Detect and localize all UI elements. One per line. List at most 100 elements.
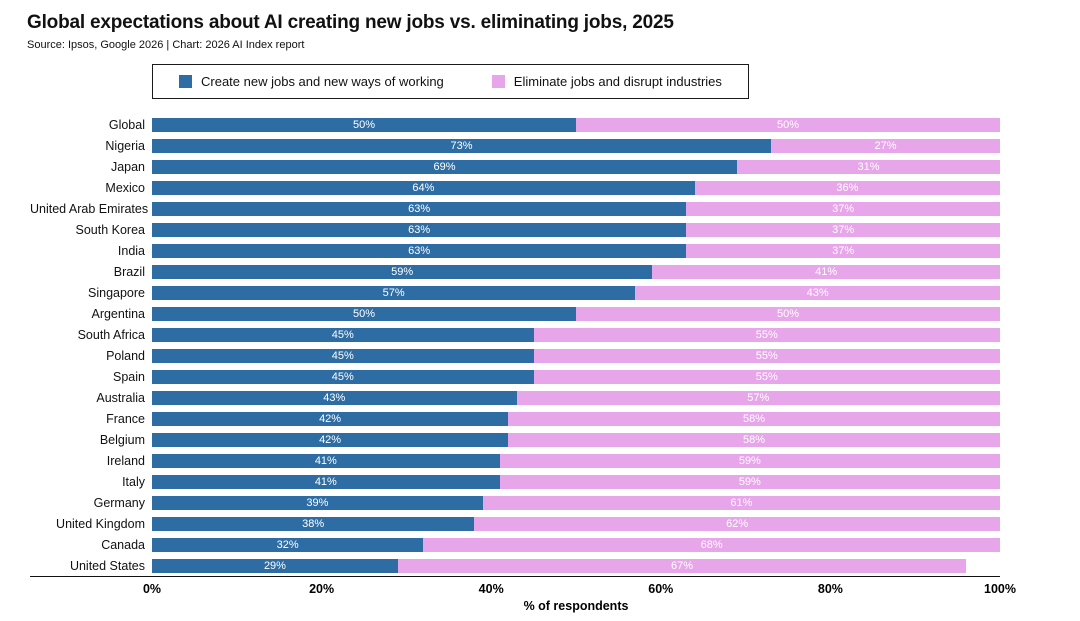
chart-row: United Arab Emirates 63% 37% — [30, 198, 1000, 219]
bar-value-label: 59% — [738, 475, 761, 488]
chart-row: Nigeria 73% 27% — [30, 135, 1000, 156]
bar-segment: 50% — [152, 306, 576, 321]
bar-track: 42% 58% — [152, 432, 1000, 447]
bar-segment: 43% — [635, 285, 1000, 300]
bar-segment: 73% — [152, 138, 772, 153]
bar-track: 39% 61% — [152, 495, 1000, 510]
chart-row: Ireland 41% 59% — [30, 450, 1000, 471]
bar-segment: 41% — [152, 474, 500, 489]
bar-segment: 41% — [652, 264, 1000, 279]
chart-row: Belgium 42% 58% — [30, 429, 1000, 450]
legend: Create new jobs and new ways of working … — [152, 64, 749, 99]
bar-segment: 57% — [516, 390, 1000, 405]
bar-value-label: 39% — [306, 496, 329, 509]
bar-segment: 63% — [152, 222, 687, 237]
chart-row: Germany 39% 61% — [30, 492, 1000, 513]
chart-row: Spain 45% 55% — [30, 366, 1000, 387]
bar-segment: 55% — [533, 369, 1000, 384]
bar-segment: 32% — [152, 537, 424, 552]
category-label: Ireland — [106, 453, 145, 468]
bar-segment: 63% — [152, 201, 687, 216]
page-title: Global expectations about AI creating ne… — [27, 12, 674, 33]
bar-value-label: 55% — [755, 328, 778, 341]
chart-row: Canada 32% 68% — [30, 534, 1000, 555]
bar-track: 29% 67% — [152, 558, 1000, 573]
chart-row: Japan 69% 31% — [30, 156, 1000, 177]
bar-value-label: 59% — [738, 454, 761, 467]
bar-segment: 63% — [152, 243, 687, 258]
category-label: Brazil — [113, 264, 145, 279]
bar-track: 45% 55% — [152, 348, 1000, 363]
bar-segment: 57% — [152, 285, 636, 300]
bar-value-label: 45% — [331, 370, 354, 383]
bar-segment: 55% — [533, 327, 1000, 342]
category-label: Spain — [113, 369, 145, 384]
category-label: Canada — [101, 537, 145, 552]
category-label: Japan — [110, 159, 145, 174]
chart-row: United States 29% 67% — [30, 555, 1000, 576]
bar-value-label: 41% — [314, 454, 337, 467]
category-label: India — [117, 243, 145, 258]
bar-track: 63% 37% — [152, 243, 1000, 258]
bar-segment: 38% — [152, 516, 475, 531]
bar-segment: 37% — [686, 243, 1000, 258]
category-label: South Korea — [75, 222, 146, 237]
category-label: Australia — [96, 390, 145, 405]
bar-segment: 45% — [152, 327, 534, 342]
bar-segment: 59% — [499, 453, 1000, 468]
bar-value-label: 43% — [806, 286, 829, 299]
chart-rows: Global 50% 50% Nigeria 73% 27% Japan 69% 31% Mexi… — [30, 114, 1000, 577]
bar-segment: 31% — [737, 159, 1000, 174]
bar-segment: 45% — [152, 348, 534, 363]
bar-value-label: 37% — [832, 223, 855, 236]
bar-value-label: 45% — [331, 328, 354, 341]
chart-row: Global 50% 50% — [30, 114, 1000, 135]
bar-value-label: 41% — [815, 265, 838, 278]
x-axis-tick: 20% — [309, 582, 335, 596]
bar-track: 45% 55% — [152, 327, 1000, 342]
bar-segment: 42% — [152, 432, 509, 447]
bar-segment: 64% — [152, 180, 695, 195]
legend-label: Create new jobs and new ways of working — [201, 74, 444, 89]
bar-track: 43% 57% — [152, 390, 1000, 405]
bar-value-label: 41% — [314, 475, 337, 488]
bar-value-label: 45% — [331, 349, 354, 362]
bar-value-label: 63% — [408, 223, 431, 236]
bar-segment: 55% — [533, 348, 1000, 363]
bar-track: 64% 36% — [152, 180, 1000, 195]
bar-value-label: 38% — [302, 517, 325, 530]
bar-segment: 67% — [397, 558, 967, 573]
bar-track: 57% 43% — [152, 285, 1000, 300]
bar-value-label: 63% — [408, 202, 431, 215]
bar-value-label: 55% — [755, 349, 778, 362]
category-label: Nigeria — [105, 138, 145, 153]
bar-segment: 50% — [576, 117, 1000, 132]
bar-track: 50% 50% — [152, 306, 1000, 321]
bar-segment: 29% — [152, 558, 398, 573]
bar-track: 69% 31% — [152, 159, 1000, 174]
x-axis-tick: 80% — [817, 582, 843, 596]
bar-segment: 45% — [152, 369, 534, 384]
bar-segment: 59% — [152, 264, 653, 279]
bar-segment: 42% — [152, 411, 509, 426]
chart: Global 50% 50% Nigeria 73% 27% Japan 69% 31% Mexi… — [30, 114, 1000, 577]
chart-row: Poland 45% 55% — [30, 345, 1000, 366]
chart-row: India 63% 37% — [30, 240, 1000, 261]
category-label: United States — [69, 558, 145, 573]
chart-row: Brazil 59% 41% — [30, 261, 1000, 282]
category-label: France — [106, 411, 145, 426]
category-label: Singapore — [88, 285, 145, 300]
bar-value-label: 73% — [450, 139, 473, 152]
bar-value-label: 50% — [352, 307, 376, 320]
legend-swatch-blue-icon — [179, 75, 192, 88]
x-axis-tick: 40% — [478, 582, 504, 596]
bar-value-label: 50% — [352, 118, 376, 131]
chart-row: Italy 41% 59% — [30, 471, 1000, 492]
bar-value-label: 63% — [408, 244, 431, 257]
bar-segment: 43% — [152, 390, 517, 405]
category-label: United Arab Emirates — [30, 201, 149, 216]
bar-value-label: 31% — [857, 160, 880, 173]
bar-value-label: 57% — [382, 286, 405, 299]
x-axis-ticks: 0% 20% 40% 60% 80% 100% — [143, 577, 1016, 597]
